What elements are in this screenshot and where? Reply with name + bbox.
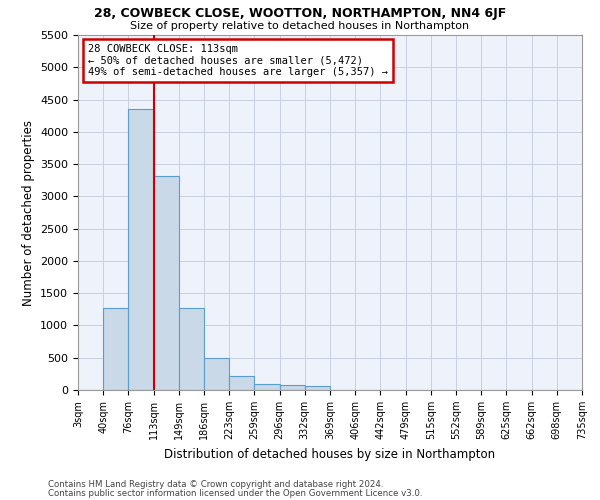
Text: Size of property relative to detached houses in Northampton: Size of property relative to detached ho… [130, 21, 470, 31]
X-axis label: Distribution of detached houses by size in Northampton: Distribution of detached houses by size … [164, 448, 496, 460]
Bar [128, 108, 154, 390]
Bar [179, 308, 204, 390]
Bar [280, 385, 305, 390]
Bar [305, 386, 330, 390]
Bar [154, 176, 179, 390]
Bar [204, 358, 229, 390]
Text: 28 COWBECK CLOSE: 113sqm
← 50% of detached houses are smaller (5,472)
49% of sem: 28 COWBECK CLOSE: 113sqm ← 50% of detach… [88, 44, 388, 77]
Bar [229, 376, 254, 390]
Y-axis label: Number of detached properties: Number of detached properties [22, 120, 35, 306]
Text: Contains HM Land Registry data © Crown copyright and database right 2024.: Contains HM Land Registry data © Crown c… [48, 480, 383, 489]
Text: 28, COWBECK CLOSE, WOOTTON, NORTHAMPTON, NN4 6JF: 28, COWBECK CLOSE, WOOTTON, NORTHAMPTON,… [94, 8, 506, 20]
Text: Contains public sector information licensed under the Open Government Licence v3: Contains public sector information licen… [48, 490, 422, 498]
Bar [254, 384, 280, 390]
Bar [103, 308, 128, 390]
